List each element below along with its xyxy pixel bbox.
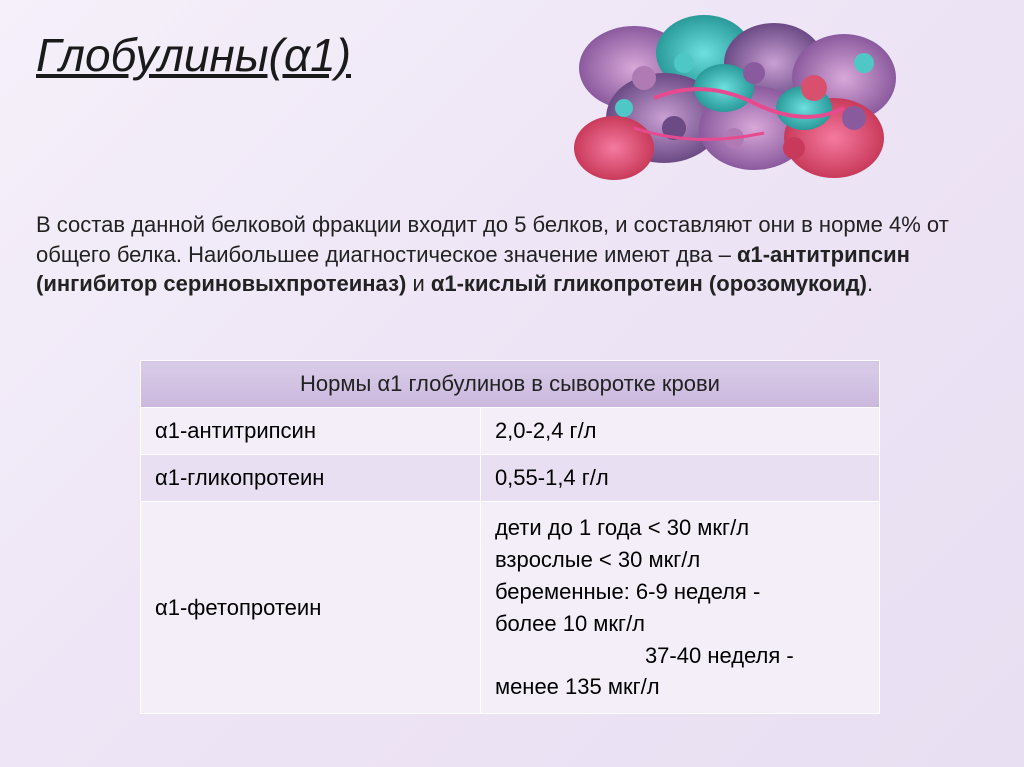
row-value: 2,0-2,4 г/л	[480, 408, 879, 455]
table-row: α1-антитрипсин 2,0-2,4 г/л	[141, 408, 880, 455]
table-row: α1-фетопротеин дети до 1 года < 30 мкг/л…	[141, 502, 880, 714]
row-label: α1-фетопротеин	[141, 502, 481, 714]
desc-text-3: .	[867, 271, 873, 296]
row-value: 0,55-1,4 г/л	[480, 455, 879, 502]
desc-text-2: и	[406, 271, 431, 296]
table-header: Нормы α1 глобулинов в сыворотке крови	[141, 361, 880, 408]
protein-structure-image	[554, 8, 924, 208]
row-label: α1-антитрипсин	[141, 408, 481, 455]
desc-bold-2: α1-кислый гликопротеин (орозомукоид)	[431, 271, 867, 296]
table-row: α1-гликопротеин 0,55-1,4 г/л	[141, 455, 880, 502]
norms-table: Нормы α1 глобулинов в сыворотке крови α1…	[140, 360, 880, 714]
row-label: α1-гликопротеин	[141, 455, 481, 502]
description-paragraph: В состав данной белковой фракции входит …	[36, 210, 964, 299]
row-value-multiline: дети до 1 года < 30 мкг/лвзрослые < 30 м…	[480, 502, 879, 714]
table-header-row: Нормы α1 глобулинов в сыворотке крови	[141, 361, 880, 408]
page-title: Глобулины(α1)	[36, 28, 351, 82]
